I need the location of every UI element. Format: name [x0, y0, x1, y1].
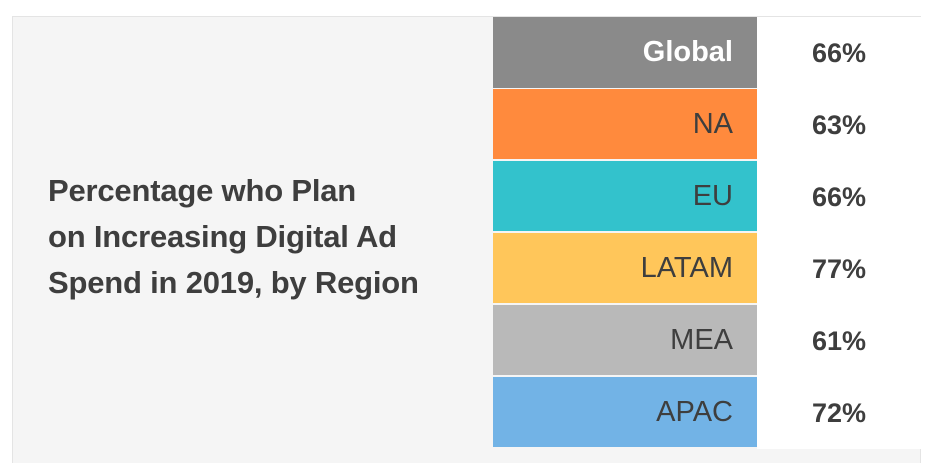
title-line-3: Spend in 2019, by Region [48, 265, 419, 300]
region-cell-apac: APAC [493, 377, 757, 447]
value-cell-eu: 66% [757, 161, 921, 233]
table-row-eu: EU 66% [493, 161, 921, 233]
region-cell-global: Global [493, 17, 757, 88]
table-row-latam: LATAM 77% [493, 233, 921, 305]
region-cell-na: NA [493, 89, 757, 159]
table-row-apac: APAC 72% [493, 377, 921, 449]
chart-title: Percentage who Plan on Increasing Digita… [48, 168, 468, 306]
value-cell-apac: 72% [757, 377, 921, 449]
value-cell-global: 66% [757, 17, 921, 89]
value-cell-na: 63% [757, 89, 921, 161]
region-table: Global 66% NA 63% EU 66% LATAM 77% MEA 6… [493, 17, 921, 449]
region-cell-mea: MEA [493, 305, 757, 375]
table-row-mea: MEA 61% [493, 305, 921, 377]
value-cell-mea: 61% [757, 305, 921, 377]
value-cell-latam: 77% [757, 233, 921, 305]
table-row-na: NA 63% [493, 89, 921, 161]
title-line-2: on Increasing Digital Ad [48, 219, 397, 254]
title-line-1: Percentage who Plan [48, 173, 357, 208]
table-row-global: Global 66% [493, 17, 921, 89]
region-cell-eu: EU [493, 161, 757, 231]
region-cell-latam: LATAM [493, 233, 757, 303]
